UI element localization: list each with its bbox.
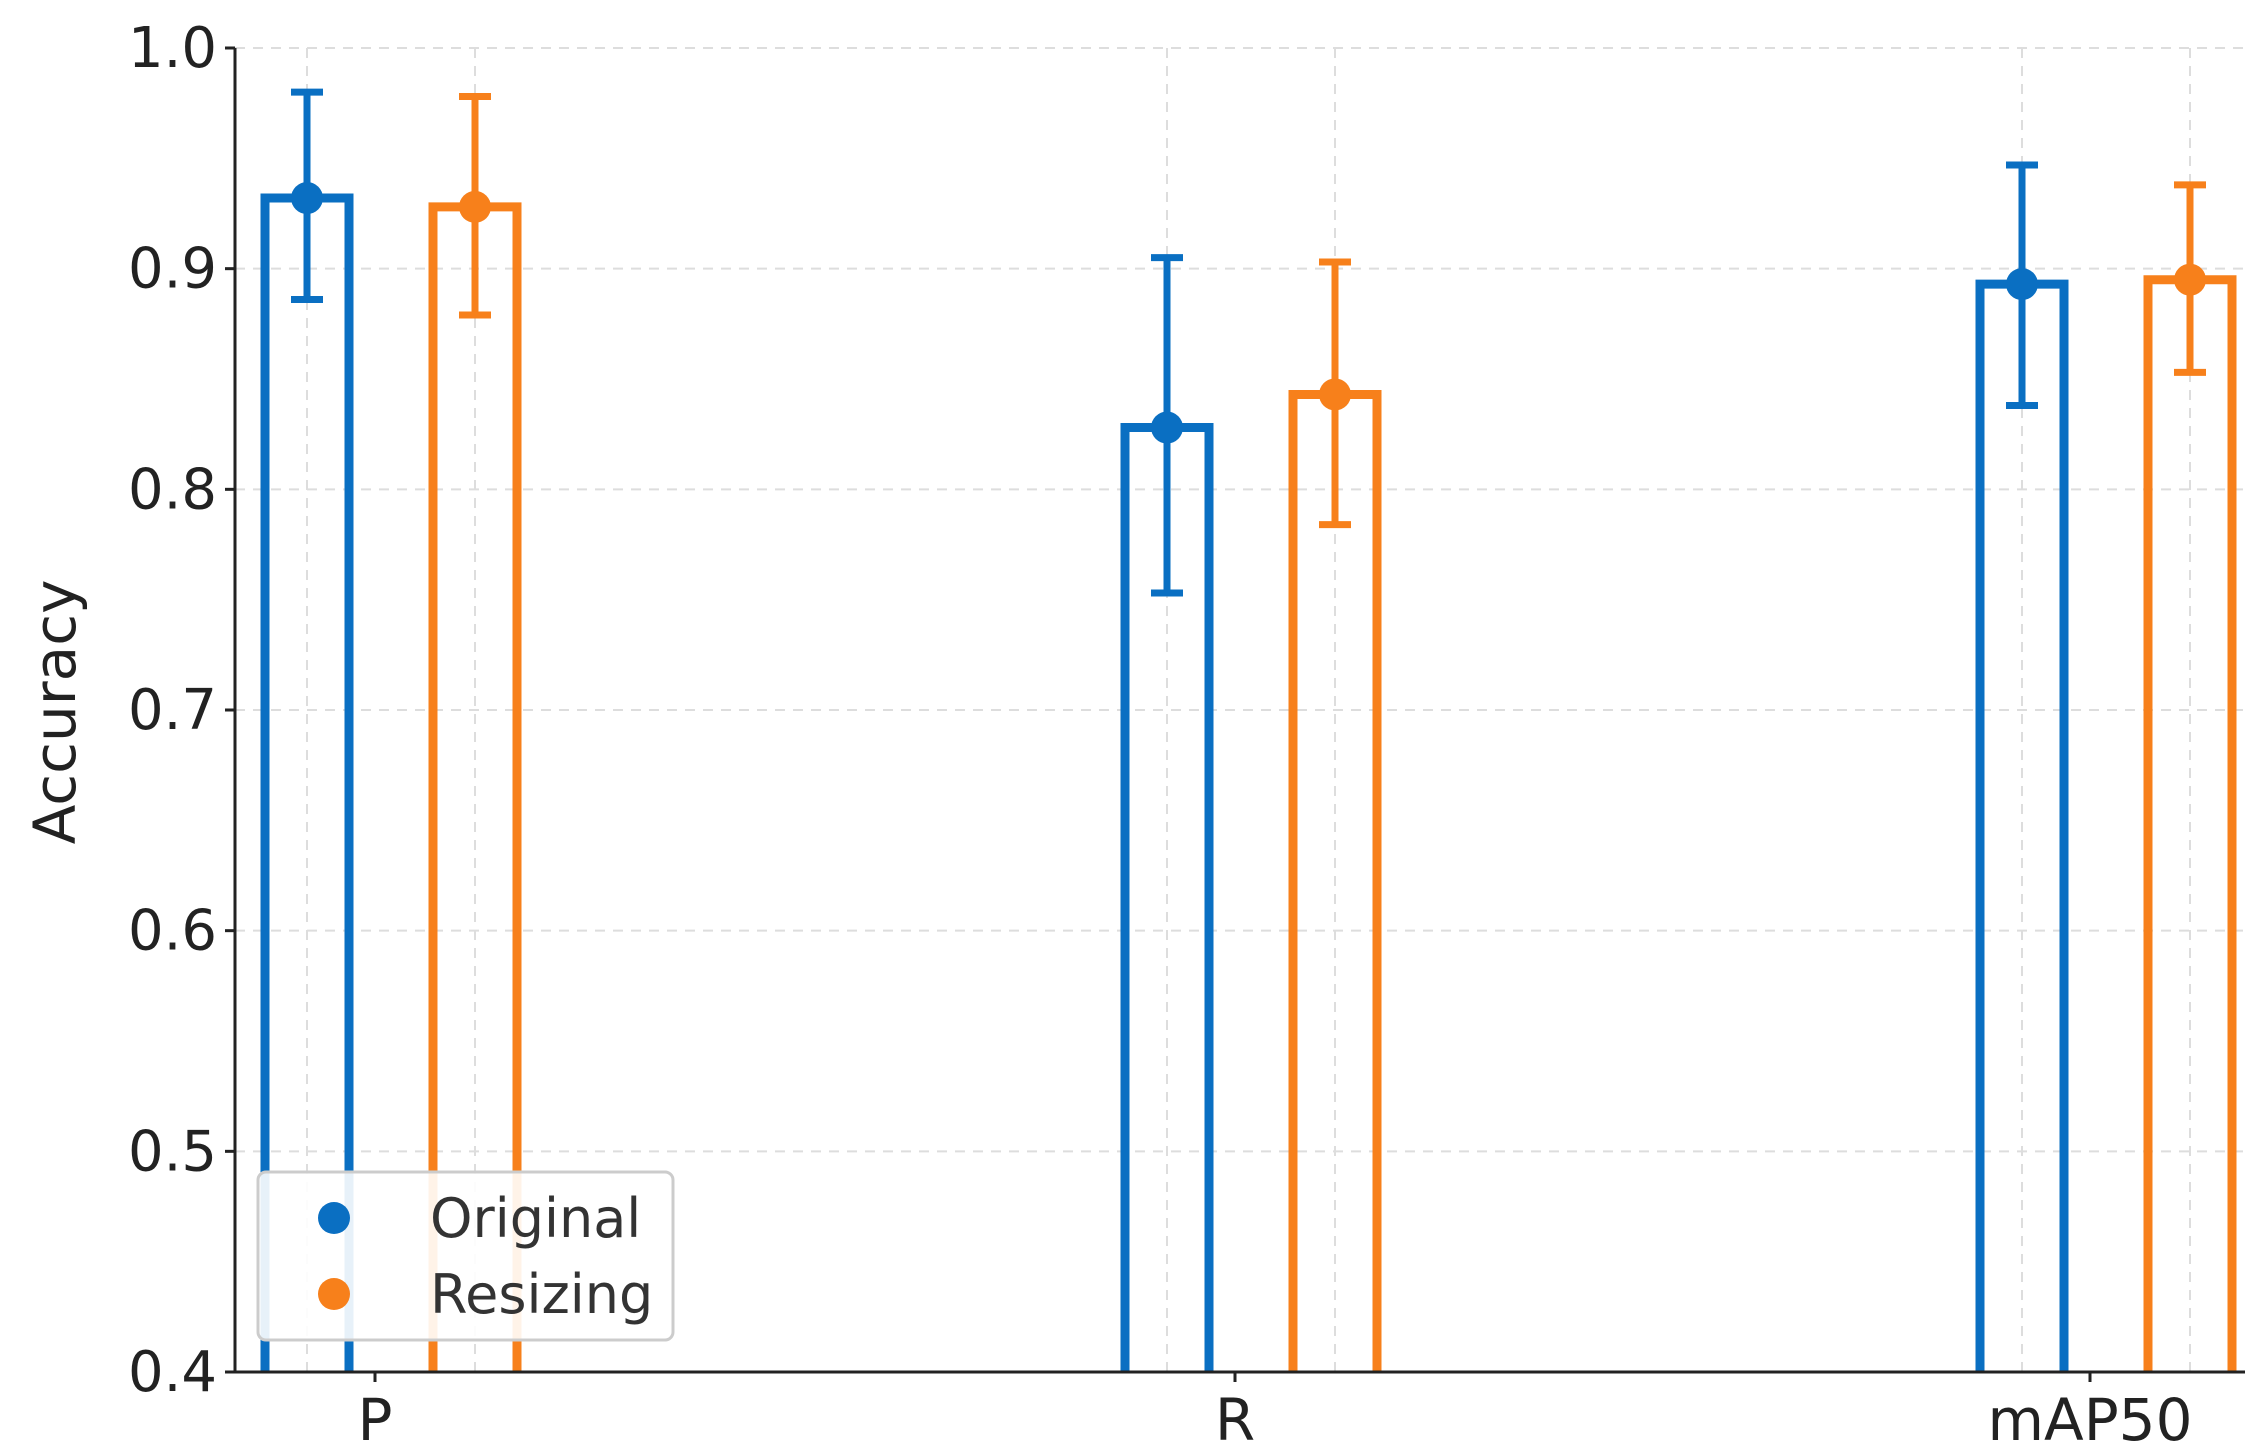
y-ticks: 0.4 0.5 0.6 0.7 0.8 0.9 1.0 [128,16,235,1405]
y-tick-label: 0.4 [128,1340,217,1405]
y-tick-label: 0.8 [128,457,217,522]
legend-marker-original [318,1202,350,1234]
x-category-label: mAP50 [1988,1386,2193,1448]
y-tick-label: 1.0 [128,16,217,81]
x-category-label: R [1215,1386,1255,1448]
legend-box [256,1170,675,1342]
y-tick-label: 0.5 [128,1119,217,1184]
legend-label-original: Original [430,1187,641,1250]
y-tick-label: 0.6 [128,899,217,964]
point-marker [291,182,323,215]
legend-label-resizing: Resizing [430,1263,653,1326]
bars-layer [260,88,2237,1372]
point-marker [1319,378,1351,411]
y-tick-label: 0.7 [128,678,217,743]
y-axis-title: Accuracy [21,580,89,845]
legend: Original Resizing [256,1170,675,1342]
y-tick-label: 0.9 [128,237,217,302]
point-marker [2006,268,2038,301]
x-category-label: P [358,1386,393,1448]
point-marker [459,190,491,223]
legend-marker-resizing [318,1278,350,1310]
legend-items: Original Resizing [318,1187,653,1326]
point-marker [2174,263,2206,296]
point-marker [1151,411,1183,444]
